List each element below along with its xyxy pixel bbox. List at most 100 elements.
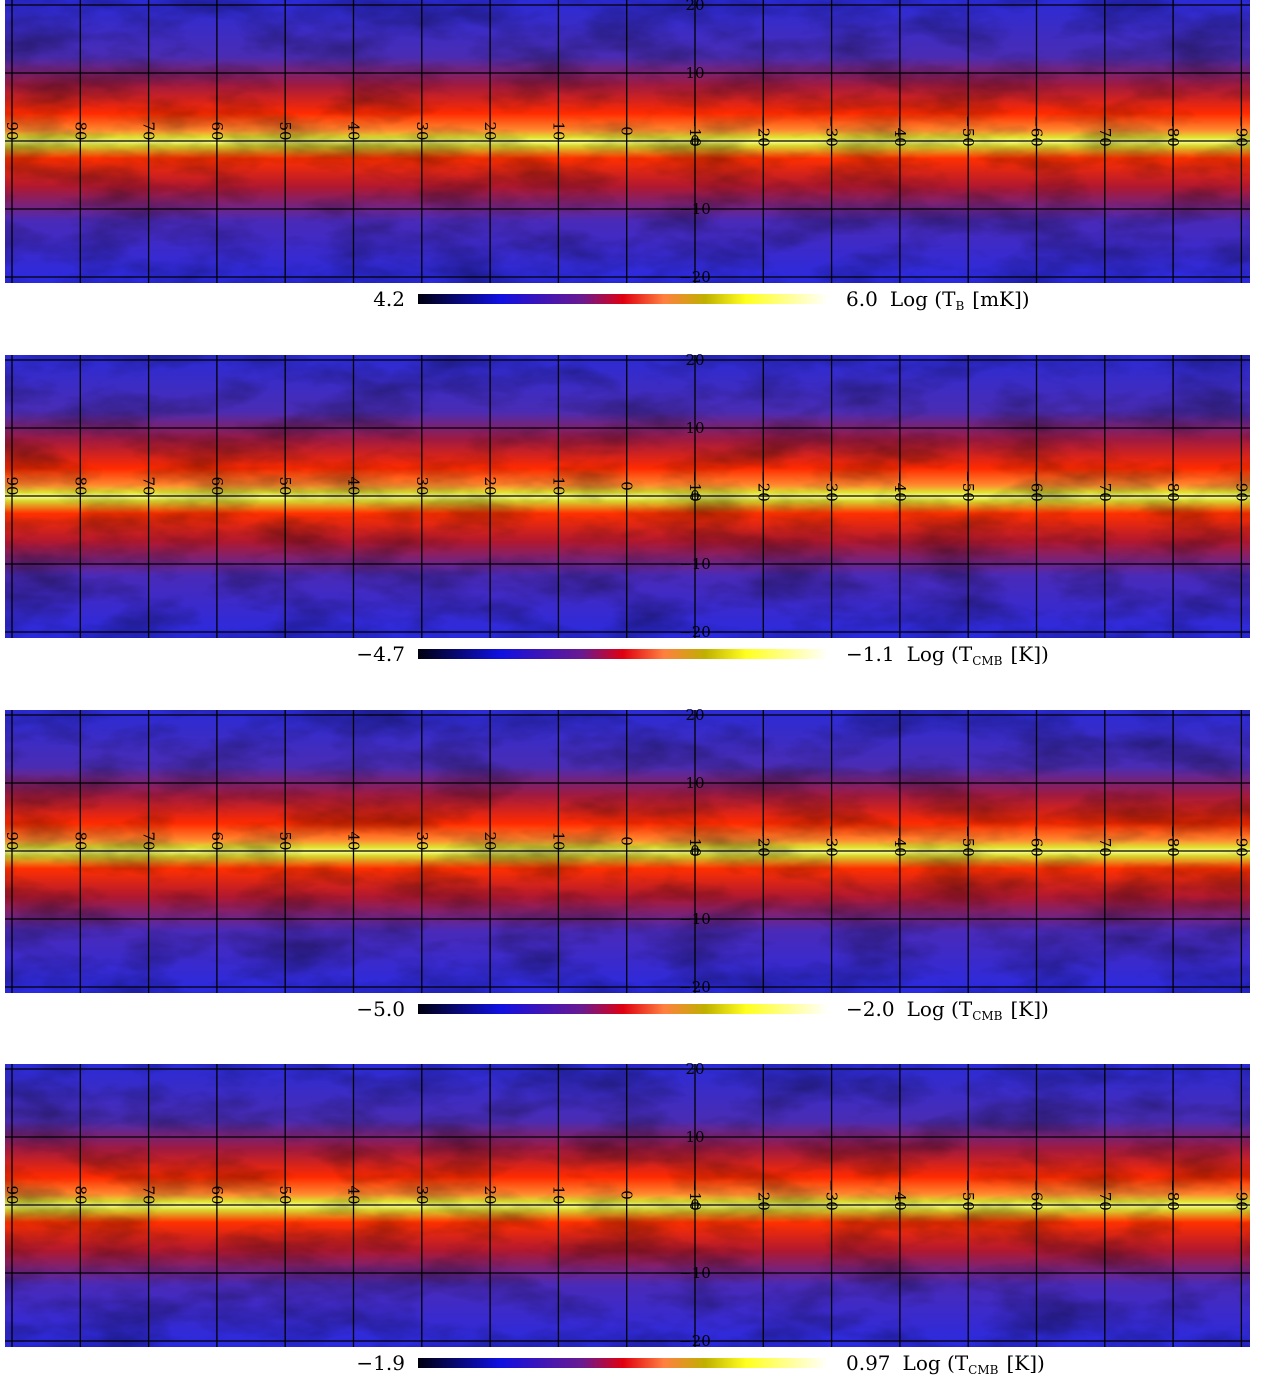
- longitude-label: 90: [3, 1185, 21, 1204]
- longitude-label: −40: [891, 1179, 909, 1211]
- unit-end: [K]): [1006, 1351, 1044, 1375]
- longitude-label: 40: [345, 476, 363, 495]
- longitude-label: −50: [959, 1179, 977, 1211]
- longitude-label: 80: [71, 1185, 89, 1204]
- longitude-label: −60: [1028, 470, 1046, 502]
- unit-end: [mK]): [972, 287, 1029, 311]
- longitude-label: 50: [276, 831, 294, 850]
- longitude-label: −10: [686, 115, 704, 147]
- longitude-label: −50: [959, 115, 977, 147]
- colorbar-max: −2.0: [846, 997, 895, 1021]
- longitude-label: −10: [686, 825, 704, 857]
- longitude-label: 20: [481, 121, 499, 140]
- unit-end: [K]): [1011, 997, 1049, 1021]
- longitude-label: −10: [686, 1179, 704, 1211]
- colorbar: [418, 1004, 828, 1014]
- longitude-label: −60: [1028, 1179, 1046, 1211]
- longitude-label: 70: [140, 831, 158, 850]
- colorbar: [418, 1358, 828, 1368]
- unit-text: Log (T: [907, 642, 973, 666]
- latitude-label: 0: [690, 132, 700, 150]
- longitude-label: 90: [3, 476, 21, 495]
- unit-text: Log (T: [903, 1351, 969, 1375]
- map-panel: 90 80 70 60 50 40 30 20 10 0 −10 −20 −30 −40 −50 −60 −70…: [3, 0, 1250, 286]
- colorbar-unit: Log (TCMB [K]): [907, 997, 1049, 1023]
- colorbar-min: 4.2: [373, 287, 405, 311]
- longitude-label: 80: [71, 121, 89, 140]
- longitude-label: 60: [208, 476, 226, 495]
- latitude-label: −20: [679, 978, 711, 996]
- longitude-label: −90: [1232, 115, 1250, 147]
- longitude-label: 60: [208, 831, 226, 850]
- latitude-label: 10: [685, 1128, 704, 1146]
- longitude-label: −80: [1164, 115, 1182, 147]
- longitude-label: −30: [823, 1179, 841, 1211]
- latitude-label: −10: [679, 910, 711, 928]
- longitude-label: −90: [1232, 470, 1250, 502]
- latitude-label: −20: [679, 268, 711, 286]
- colorbar-unit: Log (TCMB [K]): [907, 642, 1049, 668]
- longitude-label: −10: [686, 470, 704, 502]
- longitude-label: −20: [754, 1179, 772, 1211]
- colorbar-max: 6.0: [846, 287, 878, 311]
- latitude-label: −10: [679, 555, 711, 573]
- latitude-label: −20: [679, 1332, 711, 1350]
- colorbar-min: −5.0: [356, 997, 405, 1021]
- longitude-label: 80: [71, 831, 89, 850]
- longitude-label: −70: [1096, 470, 1114, 502]
- unit-text: Log (T: [890, 287, 956, 311]
- longitude-label: 90: [3, 121, 21, 140]
- latitude-label: −20: [679, 623, 711, 641]
- unit-text: Log (T: [907, 997, 973, 1021]
- longitude-label: −70: [1096, 115, 1114, 147]
- longitude-label: −80: [1164, 825, 1182, 857]
- longitude-label: −40: [891, 825, 909, 857]
- longitude-label: −70: [1096, 1179, 1114, 1211]
- longitude-label: 60: [208, 121, 226, 140]
- longitude-label: −70: [1096, 825, 1114, 857]
- colorbar-min: −4.7: [356, 642, 405, 666]
- longitude-label: −90: [1232, 1179, 1250, 1211]
- latitude-label: −10: [679, 200, 711, 218]
- longitude-label: 20: [481, 476, 499, 495]
- colorbar-min: −1.9: [356, 1351, 405, 1375]
- longitude-label: 20: [481, 1185, 499, 1204]
- longitude-label: 0: [618, 1190, 636, 1200]
- longitude-label: −80: [1164, 470, 1182, 502]
- latitude-label: 0: [690, 1196, 700, 1214]
- longitude-label: 40: [345, 121, 363, 140]
- map-panel: 90 80 70 60 50 40 30 20 10 0 −10 −20 −30 −40 −50 −60 −70…: [3, 351, 1250, 641]
- longitude-label: 50: [276, 476, 294, 495]
- longitude-label: −20: [754, 470, 772, 502]
- longitude-label: 20: [481, 831, 499, 850]
- longitude-label: 0: [618, 126, 636, 136]
- map-panel: 90 80 70 60 50 40 30 20 10 0 −10 −20 −30 −40 −50 −60 −70…: [3, 706, 1250, 996]
- longitude-label: 50: [276, 1185, 294, 1204]
- longitude-label: −30: [823, 825, 841, 857]
- longitude-label: 10: [549, 1185, 567, 1204]
- longitude-label: 30: [413, 831, 431, 850]
- longitude-label: −90: [1232, 825, 1250, 857]
- unit-subscript: CMB: [968, 1363, 998, 1377]
- longitude-label: −50: [959, 825, 977, 857]
- colorbar-max: −1.1: [846, 642, 895, 666]
- longitude-label: −80: [1164, 1179, 1182, 1211]
- unit-subscript: CMB: [972, 1009, 1002, 1023]
- latitude-label: 20: [685, 706, 704, 724]
- longitude-label: −40: [891, 115, 909, 147]
- longitude-label: −30: [823, 470, 841, 502]
- longitude-label: 60: [208, 1185, 226, 1204]
- longitude-label: 10: [549, 476, 567, 495]
- unit-end: [K]): [1011, 642, 1049, 666]
- latitude-label: 20: [685, 1060, 704, 1078]
- colorbar: [418, 294, 828, 304]
- longitude-label: 0: [618, 836, 636, 846]
- longitude-label: −50: [959, 470, 977, 502]
- longitude-label: −60: [1028, 825, 1046, 857]
- longitude-label: 70: [140, 1185, 158, 1204]
- latitude-label: −10: [679, 1264, 711, 1282]
- latitude-label: 10: [685, 64, 704, 82]
- latitude-label: 0: [690, 487, 700, 505]
- longitude-label: 30: [413, 1185, 431, 1204]
